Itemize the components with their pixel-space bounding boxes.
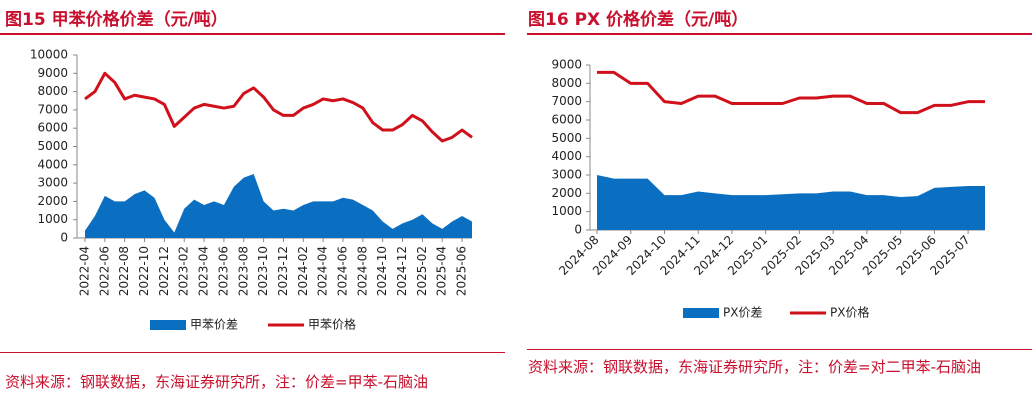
y-tick-label: 8000: [551, 76, 582, 90]
x-tick-label: 2024-06: [336, 246, 350, 296]
source-rule: [527, 349, 1032, 350]
x-tick-label: 2023-12: [276, 246, 290, 296]
x-tick-label: 2025-02: [415, 246, 429, 296]
x-tick-label: 2023-04: [197, 246, 211, 296]
y-tick-label: 9000: [551, 58, 582, 72]
x-tick-label: 2023-08: [236, 246, 250, 296]
y-tick-label: 6000: [37, 121, 68, 135]
area: [85, 173, 472, 238]
y-tick-label: 0: [60, 231, 68, 245]
title-rule: [527, 33, 1032, 35]
legend-swatch: [150, 320, 186, 330]
line: [597, 70, 985, 115]
area: [597, 175, 985, 230]
y-tick-label: 5000: [37, 139, 68, 153]
y-tick-label: 7000: [551, 94, 582, 108]
x-tick-label: 2024-10: [375, 246, 389, 296]
source-note: 资料来源：钢联数据，东海证券研究所，注：价差=甲苯-石脑油: [5, 373, 428, 391]
y-tick-label: 10000: [30, 48, 68, 62]
y-tick-label: 0: [574, 223, 582, 237]
y-tick-label: 3000: [37, 176, 68, 190]
x-tick-label: 2025-06: [455, 246, 469, 296]
title-rule: [0, 33, 505, 35]
y-tick-label: 4000: [37, 157, 68, 171]
x-tick-label: 2024-02: [296, 246, 310, 296]
x-tick-label: 2022-08: [117, 246, 131, 296]
y-tick-label: 2000: [551, 186, 582, 200]
y-tick-label: 4000: [551, 149, 582, 163]
y-tick-label: 6000: [551, 113, 582, 127]
y-tick-label: 5000: [551, 131, 582, 145]
y-tick-label: 7000: [37, 102, 68, 116]
legend-swatch: [683, 308, 719, 318]
y-tick-label: 8000: [37, 84, 68, 98]
y-tick-label: 9000: [37, 66, 68, 80]
y-tick-label: 1000: [37, 212, 68, 226]
y-tick-label: 2000: [37, 194, 68, 208]
y-tick-label: 1000: [551, 204, 582, 218]
line: [84, 71, 473, 143]
x-tick-label: 2023-02: [177, 246, 191, 296]
legend-label: PX价差: [723, 306, 762, 320]
legend-label: 甲苯价格: [308, 317, 356, 332]
y-tick-label: 3000: [551, 168, 582, 182]
source-rule: [0, 352, 505, 353]
x-tick-label: 2024-04: [316, 246, 330, 296]
x-tick-label: 2024-12: [395, 246, 409, 296]
x-tick-label: 2023-10: [256, 246, 270, 296]
x-tick-label: 2024-08: [355, 246, 369, 296]
x-tick-label: 2022-04: [78, 246, 92, 296]
source-note: 资料来源：钢联数据，东海证券研究所，注：价差=对二甲苯-石脑油: [528, 358, 981, 376]
legend-label: PX价格: [830, 305, 869, 320]
chart-title: 图16 PX 价格价差（元/吨）: [528, 10, 749, 30]
x-tick-label: 2022-06: [97, 246, 111, 296]
x-tick-label: 2025-04: [435, 246, 449, 296]
x-tick-label: 2022-10: [137, 246, 151, 296]
chart-title: 图15 甲苯价格价差（元/吨）: [5, 10, 228, 30]
x-tick-label: 2023-06: [216, 246, 230, 296]
legend-label: 甲苯价差: [190, 318, 238, 332]
x-tick-label: 2022-12: [157, 246, 171, 296]
